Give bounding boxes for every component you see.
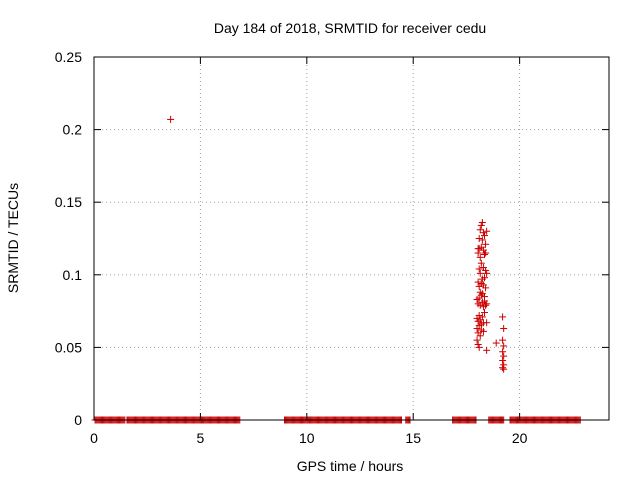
data-point [499, 313, 507, 321]
grid-layer [94, 57, 609, 420]
plot-frame [93, 56, 610, 421]
data-point [476, 269, 484, 277]
data-point [477, 221, 485, 229]
data-point [478, 219, 486, 227]
data-point [500, 325, 508, 333]
data-point [482, 284, 490, 292]
axis-layer: 0 0.05 0.1 0.15 0.2 0.25 0 5 10 15 20 [55, 49, 609, 446]
data-point [482, 266, 490, 274]
y-axis-title: SRMTID / TECUs [5, 183, 21, 293]
data-point [483, 319, 491, 327]
data-point [481, 309, 489, 317]
data-point [499, 336, 507, 344]
data-point [481, 274, 489, 282]
data-point [474, 278, 482, 286]
data-point [500, 352, 508, 360]
data-point [474, 340, 482, 348]
data-point [481, 250, 489, 258]
y-tick-label: 0.25 [55, 49, 82, 65]
data-point [483, 227, 491, 235]
data-point [499, 356, 507, 364]
data-point [476, 332, 484, 340]
data-point [475, 311, 483, 319]
data-point [476, 226, 484, 234]
y-tick-label: 0.05 [55, 339, 82, 355]
data-point [500, 365, 508, 373]
data-point [483, 346, 491, 354]
data-point [479, 229, 487, 237]
data-point [475, 235, 483, 242]
x-tick-label: 10 [299, 430, 315, 446]
data-point [479, 327, 487, 335]
y-tick-label: 0.1 [63, 267, 83, 283]
x-tick-label: 0 [90, 430, 98, 446]
data-point [482, 240, 490, 248]
data-point [475, 322, 483, 330]
data-point [473, 336, 481, 344]
marks-layer [91, 115, 584, 424]
x-tick-label: 15 [405, 430, 421, 446]
y-tick-label: 0 [74, 412, 82, 428]
x-tick-label: 5 [197, 430, 205, 446]
data-point [483, 300, 491, 308]
data-point [482, 249, 490, 257]
data-point [478, 313, 486, 321]
data-point [492, 339, 500, 347]
data-point [167, 115, 175, 123]
data-point [477, 259, 485, 267]
data-point [499, 364, 507, 372]
data-point [476, 253, 484, 261]
x-tick-label: 20 [512, 430, 528, 446]
data-point [475, 343, 483, 351]
data-point [478, 236, 486, 244]
data-point [481, 232, 489, 240]
data-point [483, 269, 491, 277]
data-point [477, 291, 485, 299]
data-point [499, 348, 507, 356]
data-point [474, 249, 482, 257]
y-tick-label: 0.15 [55, 194, 82, 210]
data-point [500, 342, 508, 350]
chart-title: Day 184 of 2018, SRMTID for receiver ced… [214, 20, 486, 36]
y-tick-label: 0.2 [63, 122, 83, 138]
data-point [482, 301, 490, 309]
x-axis-title: GPS time / hours [297, 458, 404, 474]
data-point [475, 265, 483, 273]
